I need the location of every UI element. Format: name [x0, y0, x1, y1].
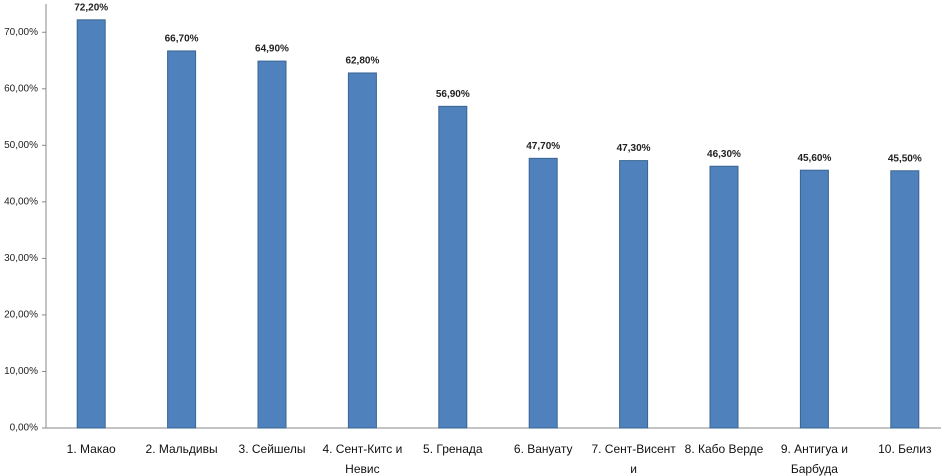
bar	[167, 50, 197, 429]
y-tick-label: 20,00%	[4, 310, 38, 321]
value-label: 56,90%	[436, 89, 470, 100]
y-tick-label: 40,00%	[4, 197, 38, 208]
value-label: 72,20%	[74, 2, 108, 13]
bar	[438, 105, 468, 429]
bar	[528, 157, 558, 429]
y-tick-label: 70,00%	[4, 27, 38, 38]
y-tick-label: 10,00%	[4, 366, 38, 377]
value-label: 47,30%	[617, 143, 651, 154]
value-label: 45,60%	[797, 153, 831, 164]
bar	[709, 165, 739, 429]
bar	[257, 60, 287, 429]
bar	[619, 160, 649, 429]
y-tick-label: 60,00%	[4, 83, 38, 94]
value-label: 47,70%	[526, 141, 560, 152]
x-tick-label: 2. Мальдивы	[145, 442, 218, 456]
bar	[347, 72, 377, 429]
y-tick-label: 30,00%	[4, 253, 38, 264]
x-tick-label: 1. Макао	[66, 442, 116, 456]
x-tick-label: 3. Сейшелы	[238, 442, 306, 456]
y-tick-label: 50,00%	[4, 140, 38, 151]
value-label: 46,30%	[707, 149, 741, 160]
x-tick-label: 9. Антигуа и Барбуда	[780, 442, 848, 476]
x-tick-label: 4. Сент-Китс и Невис	[322, 442, 403, 476]
x-tick-label: 7. Сент-Висент и	[591, 442, 676, 476]
bar	[76, 19, 106, 429]
value-label: 45,50%	[888, 153, 922, 164]
x-tick-label: 10. Белиз	[878, 442, 932, 456]
bar	[799, 169, 829, 429]
bar	[890, 170, 920, 429]
x-tick-label: 8. Кабо Верде	[684, 442, 764, 456]
value-label: 64,90%	[255, 44, 289, 55]
value-label: 62,80%	[345, 56, 379, 67]
value-label: 66,70%	[165, 34, 199, 45]
y-tick-label: 0,00%	[10, 423, 38, 434]
x-tick-label: 5. Гренада	[423, 442, 483, 456]
x-tick-label: 6. Вануату	[513, 442, 573, 456]
